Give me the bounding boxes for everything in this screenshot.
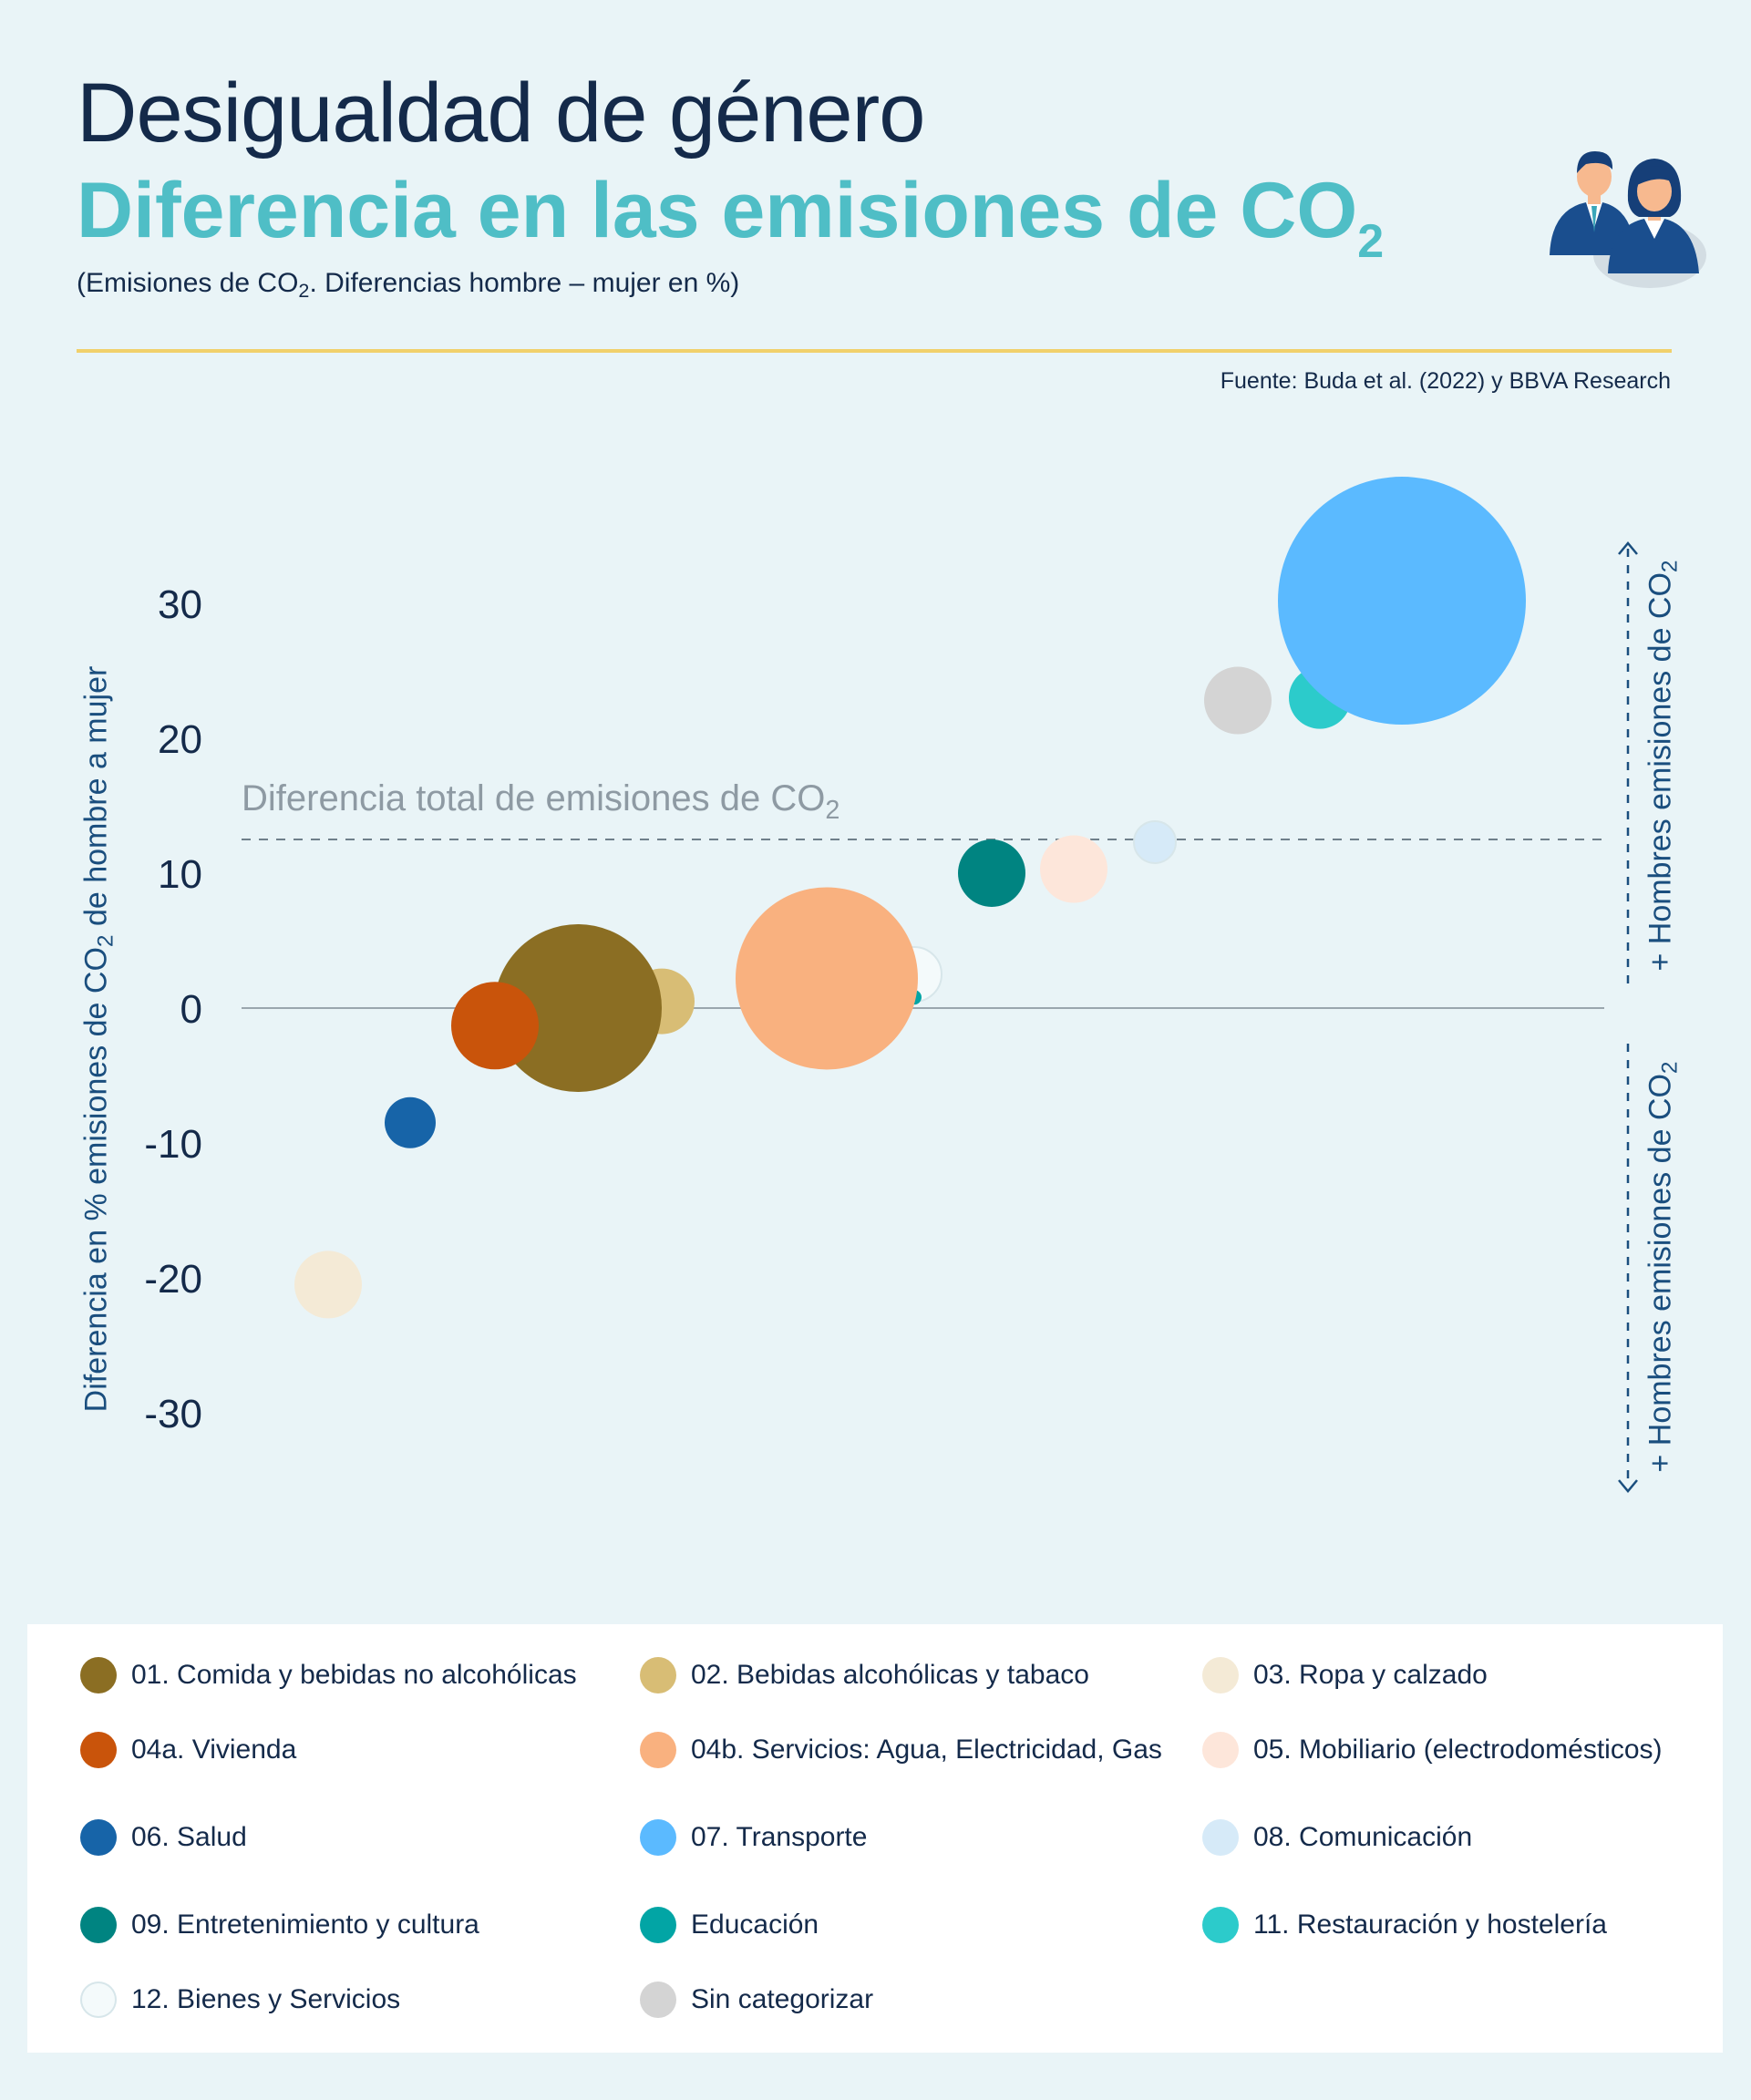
y-axis-title: Diferencia en % emisiones de CO2 de homb…	[78, 665, 118, 1413]
legend-label: 11. Restauración y hostelería	[1253, 1910, 1607, 1940]
legend-label: 02. Bebidas alcohólicas y tabaco	[691, 1660, 1089, 1690]
legend-label: Sin categorizar	[691, 1984, 874, 2014]
up-arrow-head	[1618, 541, 1638, 555]
legend-label: 06. Salud	[131, 1822, 247, 1852]
legend-item: 08. Comunicación	[1202, 1819, 1472, 1856]
legend-swatch	[1202, 1657, 1239, 1693]
subtitle-subscript: 2	[298, 279, 310, 303]
legend-swatch	[640, 1907, 676, 1943]
legend-label: 05. Mobiliario (electrodomésticos)	[1253, 1735, 1663, 1765]
y-axis-title-pre: Diferencia en % emisiones de CO	[78, 947, 114, 1413]
down-arrow-head	[1618, 1479, 1638, 1493]
legend-label: 09. Entretenimiento y cultura	[131, 1910, 479, 1940]
source-note: Fuente: Buda et al. (2022) y BBVA Resear…	[1220, 368, 1671, 394]
legend-item: 03. Ropa y calzado	[1202, 1657, 1488, 1693]
legend-label: 04a. Vivienda	[131, 1735, 297, 1765]
side-label-bottom-text: + Hombres emisiones de CO	[1643, 1074, 1678, 1473]
side-label-bottom: + Hombres emisiones de CO2	[1643, 1061, 1683, 1473]
legend-item: 09. Entretenimiento y cultura	[80, 1907, 479, 1943]
legend-label: 04b. Servicios: Agua, Electricidad, Gas	[691, 1735, 1162, 1765]
legend-swatch	[80, 1657, 117, 1693]
bubble-08-comunicaci-n	[1133, 819, 1177, 864]
bubble-04b-servicios-agua-electricidad-gas	[736, 887, 918, 1070]
legend-swatch	[640, 1732, 676, 1768]
legend-swatch	[80, 1819, 117, 1856]
legend-label: 12. Bienes y Servicios	[131, 1984, 401, 2014]
legend-swatch	[1202, 1732, 1239, 1768]
side-label-top-text: + Hombres emisiones de CO	[1643, 572, 1678, 972]
legend-item: 01. Comida y bebidas no alcohólicas	[80, 1657, 577, 1693]
legend-item: 12. Bienes y Servicios	[80, 1982, 400, 2018]
y-tick-label: 30	[158, 582, 202, 627]
y-tick-label: -20	[144, 1257, 202, 1302]
total-difference-label-subscript: 2	[825, 795, 840, 825]
subtitle: (Emisiones de CO2. Diferencias hombre – …	[77, 268, 740, 303]
legend-item: Sin categorizar	[640, 1982, 873, 2018]
legend-swatch	[1202, 1819, 1239, 1856]
bubble-07-transporte	[1278, 477, 1526, 726]
side-label-top-subscript: 2	[1657, 560, 1683, 573]
subtitle-pre: (Emisiones de CO	[77, 268, 299, 298]
side-label-bottom-subscript: 2	[1657, 1061, 1683, 1075]
subtitle-post: . Diferencias hombre – mujer en %)	[309, 268, 740, 298]
y-tick-label: -10	[144, 1122, 202, 1167]
legend-item: 07. Transporte	[640, 1819, 867, 1856]
bubble-09-entretenimiento-y-cultura	[958, 839, 1025, 907]
legend-item: 06. Salud	[80, 1819, 247, 1856]
legend-item: Educación	[640, 1907, 819, 1943]
legend: 01. Comida y bebidas no alcohólicas 02. B…	[27, 1624, 1723, 2053]
y-axis-title-post: de hombre a mujer	[78, 665, 114, 935]
bubbles	[294, 477, 1526, 1319]
legend-item: 04b. Servicios: Agua, Electricidad, Gas	[640, 1732, 1162, 1768]
title-line2: Diferencia en las emisiones de CO2	[77, 166, 1384, 268]
header-divider	[77, 349, 1672, 353]
bubble-06-salud	[385, 1096, 436, 1148]
y-axis-title-subscript: 2	[93, 934, 118, 948]
bubble-04a-vivienda	[451, 982, 539, 1070]
legend-swatch	[1202, 1907, 1239, 1943]
legend-label: 03. Ropa y calzado	[1253, 1660, 1488, 1690]
title-line1: Desigualdad de género	[77, 67, 925, 160]
y-axis-ticks: 30 20 10 0 -10 -20 -30	[144, 582, 202, 1436]
title-line2-text: Diferencia en las emisiones de CO	[77, 167, 1358, 254]
y-tick-label: 10	[158, 852, 202, 897]
total-difference-label-text: Diferencia total de emisiones de CO	[242, 778, 826, 818]
legend-swatch	[640, 1819, 676, 1856]
bubble-sin-categorizar	[1204, 666, 1272, 735]
legend-swatch	[80, 1732, 117, 1768]
bubble-03-ropa-y-calzado	[294, 1251, 362, 1319]
legend-label: 07. Transporte	[691, 1822, 868, 1852]
total-difference-label: Diferencia total de emisiones de CO2	[242, 778, 839, 825]
legend-swatch	[640, 1657, 676, 1693]
legend-item: 04a. Vivienda	[80, 1732, 296, 1768]
legend-item: 02. Bebidas alcohólicas y tabaco	[640, 1657, 1089, 1693]
title-line2-subscript: 2	[1357, 215, 1385, 268]
y-tick-label: -30	[144, 1392, 202, 1436]
y-tick-label: 20	[158, 717, 202, 762]
legend-swatch	[80, 1982, 117, 2018]
bubble-01-comida-y-bebidas-no-alcoh-licas	[494, 924, 662, 1092]
legend-label: 08. Comunicación	[1253, 1822, 1473, 1852]
businessman-businesswoman-icon	[1550, 151, 1706, 288]
bubble-05-mobiliario-electrodom-sticos	[1040, 835, 1107, 903]
y-tick-label: 0	[180, 987, 202, 1032]
legend-label: Educación	[691, 1910, 819, 1940]
legend-swatch	[80, 1907, 117, 1943]
legend-swatch	[640, 1982, 676, 2018]
legend-label: 01. Comida y bebidas no alcohólicas	[131, 1660, 577, 1690]
side-label-top: + Hombres emisiones de CO2	[1643, 560, 1683, 972]
legend-item: 05. Mobiliario (electrodomésticos)	[1202, 1732, 1663, 1768]
bubble-chart: 30 20 10 0 -10 -20 -30	[144, 477, 1638, 1493]
legend-item: 11. Restauración y hostelería	[1202, 1907, 1607, 1943]
